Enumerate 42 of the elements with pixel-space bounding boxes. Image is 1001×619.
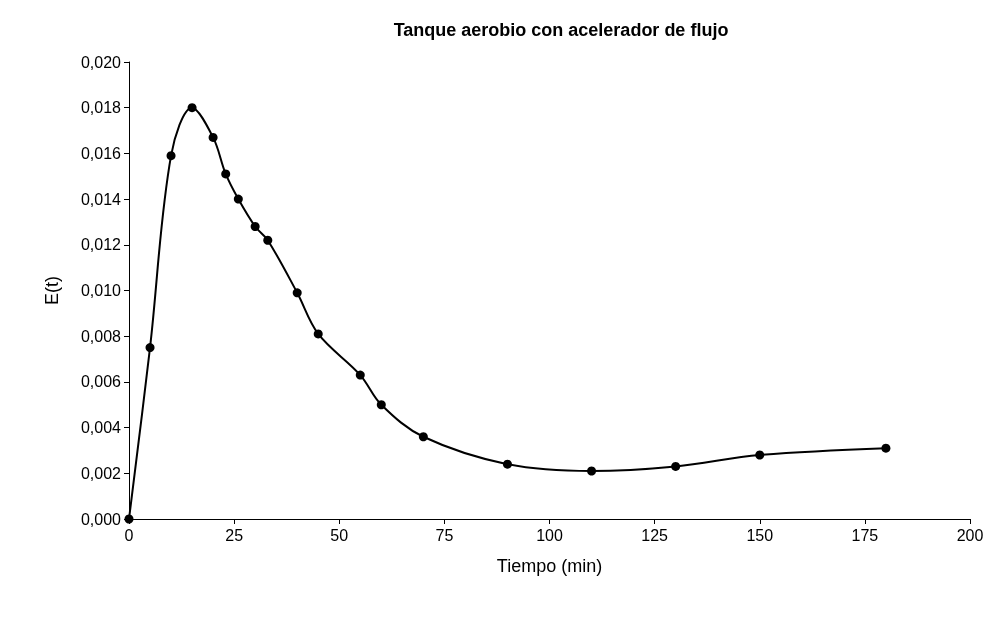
point <box>418 432 428 442</box>
y-tick-label: 0,012 <box>80 236 122 254</box>
point <box>881 443 891 453</box>
x-tick-label: 150 <box>746 526 774 544</box>
point <box>233 194 243 204</box>
point <box>124 514 134 524</box>
point <box>221 169 231 179</box>
x-tick-label: 75 <box>435 526 454 544</box>
point <box>292 288 302 298</box>
point <box>755 450 765 460</box>
point <box>376 400 386 410</box>
y-tick-label: 0,002 <box>80 464 122 482</box>
y-tick-label: 0,006 <box>80 373 122 391</box>
y-axis-title: E(t) <box>42 276 62 305</box>
y-tick-label: 0,008 <box>80 327 122 345</box>
y-tick-label: 0,000 <box>80 510 122 528</box>
x-tick-label: 200 <box>956 526 984 544</box>
x-tick-label: 0 <box>124 526 134 544</box>
point <box>263 235 273 245</box>
x-tick-label: 25 <box>225 526 244 544</box>
point <box>166 151 176 161</box>
x-tick-label: 50 <box>330 526 349 544</box>
y-tick-label: 0,020 <box>80 53 122 71</box>
x-tick-label: 175 <box>851 526 879 544</box>
x-axis-title: Tiempo (min) <box>496 556 603 576</box>
point <box>671 461 681 471</box>
y-tick-label: 0,018 <box>80 99 122 117</box>
y-tick-label: 0,004 <box>80 419 122 437</box>
point <box>313 329 323 339</box>
point <box>187 103 197 113</box>
x-tick-label: 100 <box>536 526 563 544</box>
y-tick-label: 0,010 <box>80 282 122 299</box>
point <box>145 343 155 353</box>
point <box>502 459 512 469</box>
y-tick-label: 0,016 <box>80 144 122 162</box>
x-tick-label: 125 <box>641 526 669 544</box>
point <box>208 132 218 142</box>
point <box>587 466 597 476</box>
y-tick-label: 0,014 <box>80 190 122 208</box>
point <box>250 222 260 232</box>
point <box>355 370 365 380</box>
chart-title: Tanque aerobio con acelerador de flujo <box>393 20 729 40</box>
